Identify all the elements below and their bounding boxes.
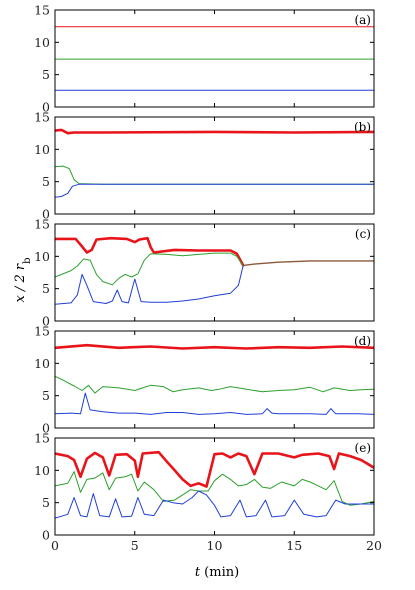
y-tick-label: 15 bbox=[34, 110, 50, 125]
panels: 0 5 10 15 (a) 0 5 10 15 (b) 0 5 10 15 (c) 0 5 10 15 (d) 0 5 10… bbox=[34, 3, 382, 554]
panel-label: (d) bbox=[354, 334, 371, 348]
y-tick-label: 0 bbox=[42, 528, 50, 543]
series-line-green bbox=[55, 252, 244, 286]
x-tick-label: 5 bbox=[131, 538, 139, 553]
x-tick-label: 0 bbox=[51, 538, 59, 553]
y-tick-label: 15 bbox=[34, 324, 50, 339]
series-line-green bbox=[55, 375, 374, 394]
y-tick-label: 5 bbox=[42, 281, 50, 296]
series-line-red bbox=[55, 343, 374, 350]
x-tick-label: 20 bbox=[366, 538, 382, 553]
x-tick-label: 15 bbox=[286, 538, 302, 553]
panel-5: 0 5 10 15 20 0 5 10 15 (e) bbox=[34, 431, 382, 554]
x-tick-label: 10 bbox=[207, 538, 223, 553]
y-tick-label: 0 bbox=[42, 100, 50, 115]
y-tick-label: 15 bbox=[34, 217, 50, 232]
series-line-red bbox=[55, 236, 245, 267]
series-line-green bbox=[55, 471, 374, 506]
y-tick-label: 0 bbox=[42, 207, 50, 222]
y-tick-label: 5 bbox=[42, 174, 50, 189]
series-line-green bbox=[55, 165, 374, 185]
panel-label: (a) bbox=[354, 13, 371, 27]
panel-1: 0 5 10 15 (a) bbox=[34, 3, 375, 115]
plot-frame bbox=[54, 437, 375, 536]
y-tick-label: 10 bbox=[34, 142, 50, 157]
plot-frame bbox=[54, 9, 375, 108]
series-line-merged bbox=[242, 260, 374, 267]
y-tick-label: 10 bbox=[34, 249, 50, 264]
series-group bbox=[55, 128, 374, 198]
y-tick-label: 15 bbox=[34, 431, 50, 446]
series-group bbox=[55, 236, 374, 305]
panel-label: (e) bbox=[355, 441, 371, 455]
series-group bbox=[55, 26, 374, 91]
y-tick-label: 10 bbox=[34, 463, 50, 478]
y-tick-label: 15 bbox=[34, 3, 50, 18]
series-line-blue bbox=[55, 183, 374, 198]
y-axis-label: x / 2 rb bbox=[13, 258, 33, 303]
panel-4: 0 5 10 15 (d) bbox=[34, 324, 375, 436]
series-line-blue bbox=[55, 490, 374, 519]
y-tick-label: 10 bbox=[34, 35, 50, 50]
series-line-blue bbox=[55, 264, 244, 305]
panel-2: 0 5 10 15 (b) bbox=[34, 110, 375, 222]
y-tick-label: 5 bbox=[42, 388, 50, 403]
series-line-red bbox=[55, 450, 374, 488]
panel-label: (b) bbox=[354, 120, 371, 134]
series-group bbox=[55, 450, 374, 519]
series-group bbox=[55, 343, 374, 415]
y-tick-label: 5 bbox=[42, 495, 50, 510]
series-line-red bbox=[55, 128, 374, 135]
panel-3: 0 5 10 15 (c) bbox=[34, 217, 375, 329]
series-line-blue bbox=[55, 392, 374, 415]
y-tick-label: 10 bbox=[34, 356, 50, 371]
y-tick-label: 5 bbox=[42, 67, 50, 82]
panel-label: (c) bbox=[355, 227, 371, 241]
y-tick-label: 0 bbox=[42, 314, 50, 329]
y-tick-label: 0 bbox=[42, 421, 50, 436]
x-axis-label: t (min) bbox=[195, 565, 239, 580]
